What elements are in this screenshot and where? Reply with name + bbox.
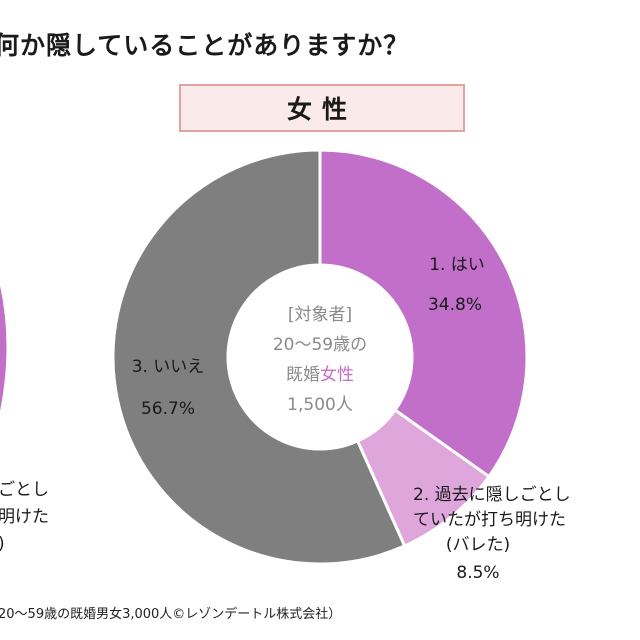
slice-3-label: 3. いいえ: [132, 357, 205, 377]
donut-slice-1: [318, 148, 529, 479]
slice-3-value: 56.7%: [141, 399, 195, 419]
slice-1-value: 34.8%: [428, 295, 482, 315]
panel-label-box: 女性: [179, 84, 465, 132]
adjacent-chart-fragment: ごとし 明けた ): [0, 285, 49, 554]
center-label-married: 既婚: [286, 365, 320, 385]
adjacent-label-line-3: ): [0, 534, 5, 554]
center-label: [対象者] 20～59歳の 既婚女性 1,500人: [273, 305, 367, 415]
slice-1-label: 1. はい: [429, 255, 485, 275]
center-label-female: 女性: [320, 365, 354, 385]
slice-2-label-line-3: (バレた): [446, 535, 510, 555]
center-label-line-3: 既婚女性: [286, 365, 354, 385]
center-label-line-4: 1,500人: [287, 395, 353, 415]
donut-slice-3: [111, 148, 407, 566]
center-label-line-2: 20～59歳の: [273, 335, 367, 355]
slice-2-label-line-2: ていたが打ち明けた: [413, 510, 566, 530]
panel-label: 女性: [286, 95, 357, 124]
source-footnote: 20～59歳の既婚男女3,000人©レゾンデートル株式会社）: [0, 607, 342, 622]
slice-2-label-line-1: 2. 過去に隠しごとし: [413, 485, 571, 505]
chart-title: 何か隠していることがありますか？: [0, 31, 410, 60]
slice-2-value: 8.5%: [456, 563, 499, 583]
center-label-line-1: [対象者]: [288, 305, 352, 325]
adjacent-label-line-2: 明けた: [0, 507, 49, 527]
slice-labels: 1. はい 34.8% 3. いいえ 56.7% 2. 過去に隠しごとし ていた…: [132, 255, 571, 583]
adjacent-label-line-1: ごとし: [0, 480, 49, 500]
donut-slices: [111, 148, 529, 566]
